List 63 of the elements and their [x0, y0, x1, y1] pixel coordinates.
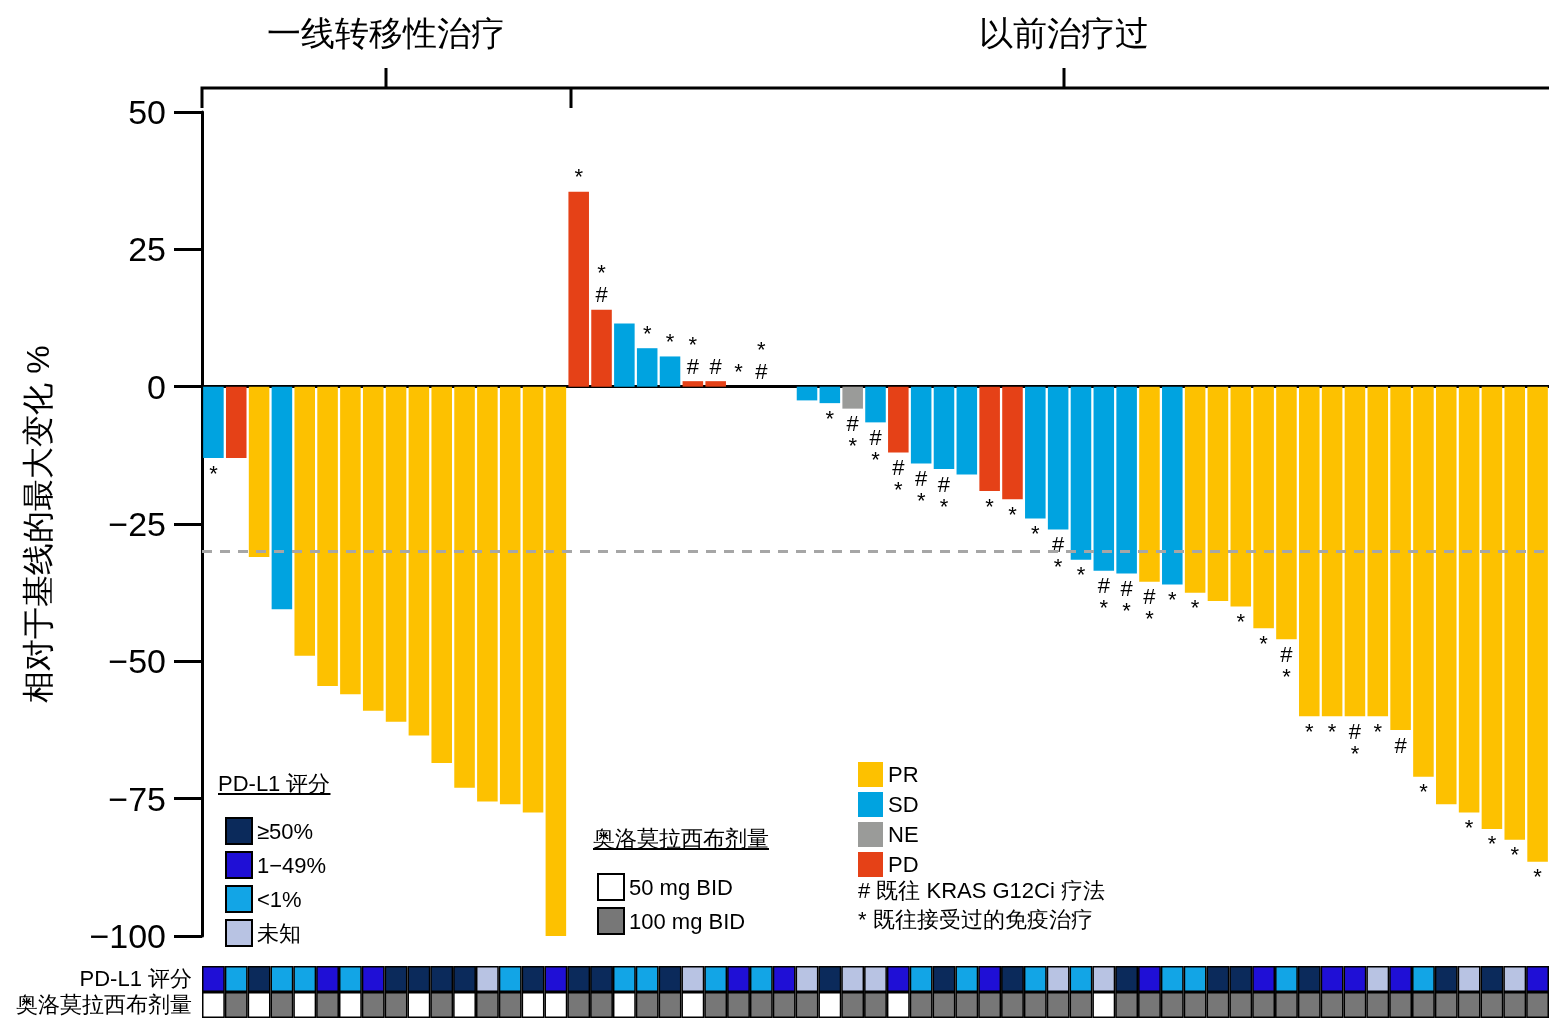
data-label: * [1373, 718, 1383, 744]
data-label: # * [937, 471, 951, 519]
legend-label: PD [888, 852, 919, 877]
y-tick-label: −75 [108, 779, 166, 818]
data-label: # * [1120, 575, 1134, 623]
data-label: * [734, 359, 744, 385]
data-label: * [1487, 831, 1497, 857]
text: 一线转移性治疗 [267, 14, 505, 52]
legend-label: 50 mg BID [629, 874, 733, 900]
data-label: * [1190, 595, 1200, 621]
data-label: # * [1280, 641, 1294, 689]
legend-label: PR [888, 762, 919, 787]
y-axis-title: 相对于基线的最大变化 % [20, 345, 56, 703]
data-label: * [574, 164, 584, 190]
legend-label: NE [888, 822, 919, 847]
data-label: # * [869, 424, 883, 472]
data-label: # [1394, 732, 1408, 758]
data-label: * [985, 493, 995, 519]
data-label: # * [846, 411, 860, 459]
data-label: * [1008, 501, 1018, 527]
y-axis-title: PD-L1 评分 [79, 965, 193, 991]
data-label: * [1168, 586, 1178, 612]
legend-label: 1−49% [257, 852, 327, 878]
data-label: * [209, 460, 219, 486]
legend-label: 100 mg BID [629, 908, 746, 934]
y-tick-label: −25 [108, 505, 166, 543]
data-label: # * [1143, 584, 1157, 632]
data-label: * # [755, 337, 769, 385]
data-label: * [825, 405, 835, 431]
data-label: * [1464, 814, 1474, 840]
data-label: # * [1097, 573, 1111, 621]
data-label: # * [892, 455, 906, 503]
data-label: # * [915, 466, 929, 514]
data-label: * [1031, 521, 1041, 547]
legend-label: 未知 [257, 920, 301, 946]
legend-label: SD [888, 792, 919, 817]
y-axis-title: 奥洛莫拉西布剂量 [16, 991, 192, 1017]
legend-title: 奥洛莫拉西布剂量 [593, 826, 769, 852]
data-label: # * [1348, 718, 1362, 766]
data-label: # [709, 353, 723, 379]
legend-label: <1% [257, 886, 302, 912]
data-label: * [642, 320, 652, 346]
y-tick-label: −100 [89, 917, 166, 955]
data-label: * [1076, 562, 1086, 588]
data-label: * [1327, 718, 1337, 744]
y-tick-label: −50 [108, 642, 166, 681]
data-label: * [1236, 608, 1246, 634]
legend-title: PD-L1 评分 [218, 771, 331, 797]
y-tick-label: 50 [128, 93, 166, 131]
y-tick-label: 0 [147, 367, 166, 406]
annotation: * 既往接受过的免疫治疗 [858, 906, 1093, 932]
data-label: * # [686, 331, 700, 379]
data-label: * [1305, 718, 1314, 744]
data-label: * # [595, 260, 609, 308]
legend-label: ≥50% [257, 818, 314, 844]
text: 以前治疗过 [979, 14, 1149, 52]
data-label: * [1259, 630, 1269, 656]
annotation: # 既往 KRAS G12Ci 疗法 [858, 877, 1105, 903]
data-label: * [665, 328, 675, 354]
y-tick-label: 25 [128, 230, 166, 269]
data-label: * [1510, 842, 1520, 868]
data-label: * [1419, 779, 1429, 805]
data-label: * [1533, 864, 1543, 890]
